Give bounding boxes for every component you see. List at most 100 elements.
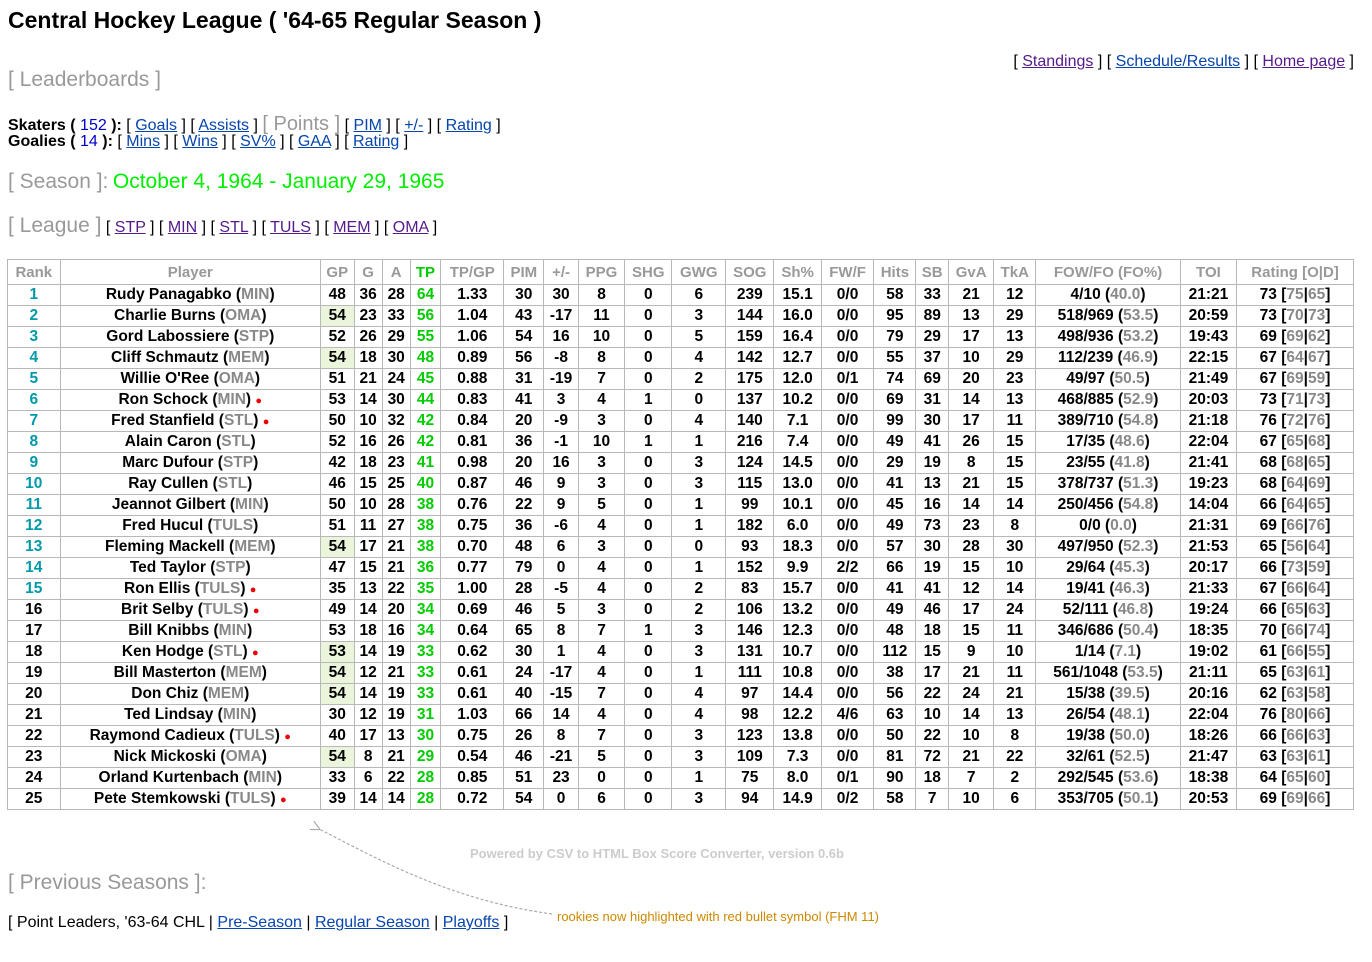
rating-cell: 68 [68|65]	[1236, 452, 1354, 474]
sb-cell: 10	[915, 704, 950, 726]
tka-cell: 11	[993, 410, 1037, 432]
faceoff-totals: 378/737	[1057, 475, 1114, 492]
tpgp-cell: 0.77	[440, 557, 505, 579]
pim-cell: 56	[503, 347, 545, 369]
g-cell: 18	[353, 620, 383, 642]
faceoff-cell: 1/14 (7.1)	[1035, 641, 1181, 663]
goalies-mins-link[interactable]: Mins	[126, 133, 161, 150]
pm-cell: 16	[543, 326, 579, 348]
rating-defense: 65	[1307, 496, 1326, 513]
ppg-cell: 7	[577, 725, 626, 747]
sog-cell: 137	[725, 389, 775, 411]
ppg-cell: 4	[577, 389, 626, 411]
shg-cell: 0	[624, 473, 673, 495]
tka-cell: 11	[993, 620, 1037, 642]
faceoff-pct: 53.2	[1123, 328, 1154, 345]
fwf-cell: 0/0	[820, 389, 875, 411]
skaters-assists-link[interactable]: Assists	[198, 117, 250, 134]
tka-cell: 15	[993, 473, 1037, 495]
home-page-link[interactable]: Home page	[1262, 53, 1346, 70]
faceoff-pct: 50.5	[1114, 370, 1145, 387]
sb-cell: 18	[915, 620, 950, 642]
faceoff-totals: 26/54	[1066, 706, 1106, 723]
league-link-oma[interactable]: OMA	[392, 219, 429, 236]
league-link-tuls[interactable]: TULS	[270, 219, 311, 236]
player-cell: Cliff Schmautz (MEM)	[59, 347, 321, 369]
league-link-mem[interactable]: MEM	[333, 219, 371, 236]
skaters-rating-link[interactable]: Rating	[445, 117, 492, 134]
rating-overall: 66	[1259, 559, 1277, 576]
tpgp-cell: 0.81	[440, 431, 505, 453]
player-team: MIN	[217, 391, 246, 408]
tpgp-cell: 0.70	[440, 536, 505, 558]
schedule-results-link[interactable]: Schedule/Results	[1115, 53, 1241, 70]
league-link-stp[interactable]: STP	[114, 219, 146, 236]
gva-cell: 21	[948, 284, 995, 306]
regular-season-link[interactable]: Regular Season	[314, 914, 430, 931]
skaters-goals-link[interactable]: Goals	[135, 117, 177, 134]
faceoff-pct: 51.3	[1123, 475, 1154, 492]
player-name: Pete Stemkowski	[93, 790, 221, 807]
player-cell: Ron Ellis (TULS) ●	[59, 578, 321, 600]
pm-cell: 6	[543, 536, 579, 558]
gp-cell: 50	[319, 410, 355, 432]
sog-cell: 106	[725, 599, 775, 621]
g-cell: 26	[353, 326, 383, 348]
tpgp-cell: 1.33	[440, 284, 505, 306]
sb-cell: 7	[915, 788, 950, 810]
playoffs-link[interactable]: Playoffs	[442, 914, 500, 931]
standings-link[interactable]: Standings	[1022, 53, 1094, 70]
ppg-cell: 10	[577, 431, 626, 453]
preseason-link[interactable]: Pre-Season	[217, 914, 302, 931]
pm-cell: 3	[543, 389, 579, 411]
sb-cell: 72	[915, 746, 950, 768]
rating-offense: 75	[1286, 286, 1304, 303]
gp-cell: 46	[319, 473, 355, 495]
sog-cell: 115	[725, 473, 775, 495]
league-link-min[interactable]: MIN	[167, 219, 198, 236]
toi-cell: 21:53	[1179, 536, 1238, 558]
goalies-rating-link[interactable]: Rating	[353, 133, 400, 150]
sog-cell: 144	[725, 305, 775, 327]
faceoff-cell: 353/705 (50.1)	[1035, 788, 1181, 810]
gva-cell: 17	[948, 599, 995, 621]
gwg-cell: 2	[671, 599, 727, 621]
gp-cell: 50	[319, 494, 355, 516]
skaters-pim-link[interactable]: PIM	[353, 117, 382, 134]
shp-cell: 18.3	[773, 536, 822, 558]
sog-cell: 75	[725, 767, 775, 789]
league-link-stl[interactable]: STL	[219, 219, 249, 236]
rating-offense: 69	[1286, 328, 1304, 345]
table-row: 24 Orland Kurtenbach (MIN) 33 6 22 28 0.85 51 23…	[7, 767, 1354, 789]
hits-cell: 45	[873, 494, 917, 516]
shg-cell: 0	[624, 767, 673, 789]
shg-cell: 0	[624, 536, 673, 558]
tka-cell: 15	[993, 431, 1037, 453]
faceoff-totals: 346/686	[1057, 622, 1114, 639]
player-team: TULS	[230, 790, 271, 807]
toi-cell: 14:04	[1179, 494, 1238, 516]
shg-cell: 0	[624, 557, 673, 579]
goalies-gaa-link[interactable]: GAA	[297, 133, 331, 150]
rank-cell: 15	[7, 578, 61, 600]
rank-cell: 7	[7, 410, 61, 432]
tp-cell: 64	[409, 284, 442, 306]
skaters-plusminus-link[interactable]: +/-	[404, 117, 424, 134]
page-title: Central Hockey League ( '64-65 Regular S…	[8, 7, 542, 33]
a-cell: 29	[381, 326, 411, 348]
tp-cell: 35	[409, 578, 442, 600]
goalies-wins-link[interactable]: Wins	[182, 133, 218, 150]
rating-cell: 76 [72|76]	[1236, 410, 1354, 432]
goalies-svpct-link[interactable]: SV%	[240, 133, 276, 150]
g-cell: 8	[353, 746, 383, 768]
player-cell: Alain Caron (STL)	[59, 431, 321, 453]
rating-cell: 69 [69|62]	[1236, 326, 1354, 348]
gva-cell: 17	[948, 410, 995, 432]
column-header: GWG	[671, 259, 727, 285]
tpgp-cell: 0.64	[440, 620, 505, 642]
pm-cell: -21	[543, 746, 579, 768]
ppg-cell: 8	[577, 347, 626, 369]
rank-cell: 1	[7, 284, 61, 306]
rating-overall: 67	[1259, 580, 1277, 597]
tp-cell: 28	[409, 788, 442, 810]
